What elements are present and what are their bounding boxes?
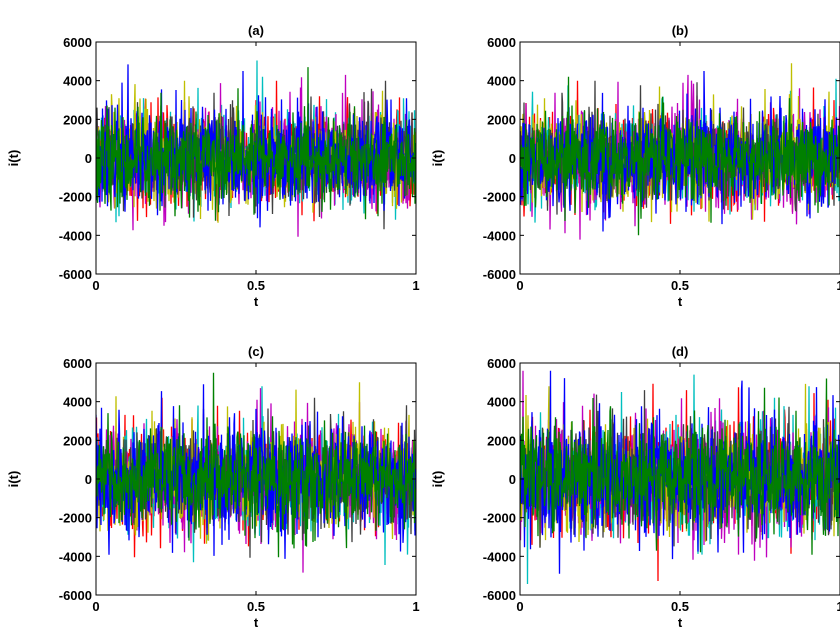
y-tick-label: 2000 <box>63 112 92 127</box>
x-tick-label: 0 <box>92 599 99 614</box>
y-tick-label: 6000 <box>63 356 92 371</box>
x-axis-label: t <box>254 294 259 309</box>
y-tick-label: 4000 <box>63 74 92 89</box>
x-tick-label: 1 <box>412 599 419 614</box>
x-tick-label: 1 <box>836 278 840 293</box>
series-group <box>96 372 416 573</box>
x-tick-label: 1 <box>412 278 419 293</box>
y-tick-label: 6000 <box>487 35 516 50</box>
panel-title: (a) <box>248 23 264 38</box>
y-tick-label: 4000 <box>487 74 516 89</box>
x-tick-label: 0.5 <box>671 278 689 293</box>
y-tick-label: -4000 <box>483 549 516 564</box>
y-axis-label: i(t) <box>430 471 445 488</box>
series-line-6 <box>96 64 416 228</box>
panel-d: 6000400020000-2000-4000-600000.51(d)ti(t… <box>430 344 840 630</box>
x-tick-label: 0.5 <box>247 599 265 614</box>
panel-b: 6000400020000-2000-4000-600000.51(b)ti(t… <box>430 23 840 309</box>
y-tick-label: 2000 <box>487 433 516 448</box>
y-tick-label: -2000 <box>59 511 92 526</box>
x-tick-label: 0.5 <box>247 278 265 293</box>
series-group <box>96 60 416 237</box>
y-tick-label: -2000 <box>483 511 516 526</box>
y-tick-label: 6000 <box>63 35 92 50</box>
x-tick-label: 0 <box>516 599 523 614</box>
y-tick-label: 0 <box>509 151 516 166</box>
y-tick-label: -2000 <box>483 190 516 205</box>
y-tick-label: -6000 <box>483 588 516 603</box>
series-line-7 <box>96 67 416 221</box>
x-axis-label: t <box>678 615 683 630</box>
panel-title: (c) <box>248 344 264 359</box>
y-tick-label: 0 <box>509 472 516 487</box>
y-tick-label: 4000 <box>487 395 516 410</box>
y-axis-label: i(t) <box>6 471 21 488</box>
y-axis-label: i(t) <box>6 150 21 167</box>
y-tick-label: -6000 <box>59 588 92 603</box>
series-line-7 <box>520 76 840 236</box>
y-tick-label: 6000 <box>487 356 516 371</box>
panel-title: (b) <box>672 23 689 38</box>
y-tick-label: 4000 <box>63 395 92 410</box>
y-tick-label: -4000 <box>483 228 516 243</box>
y-tick-label: -4000 <box>59 549 92 564</box>
x-tick-label: 0 <box>516 278 523 293</box>
series-line-7 <box>96 372 416 558</box>
x-tick-label: 1 <box>836 599 840 614</box>
y-tick-label: 0 <box>85 151 92 166</box>
x-tick-label: 0.5 <box>671 599 689 614</box>
panel-title: (d) <box>672 344 689 359</box>
y-tick-label: -6000 <box>483 267 516 282</box>
y-tick-label: -2000 <box>59 190 92 205</box>
y-tick-label: 2000 <box>487 112 516 127</box>
y-axis-label: i(t) <box>430 150 445 167</box>
series-group <box>520 370 840 585</box>
y-tick-label: -6000 <box>59 267 92 282</box>
x-tick-label: 0 <box>92 278 99 293</box>
series-line-7 <box>520 378 840 555</box>
y-tick-label: 2000 <box>63 433 92 448</box>
series-group <box>520 63 840 240</box>
y-tick-label: -4000 <box>59 228 92 243</box>
y-tick-label: 0 <box>85 472 92 487</box>
x-axis-label: t <box>678 294 683 309</box>
x-axis-label: t <box>254 615 259 630</box>
